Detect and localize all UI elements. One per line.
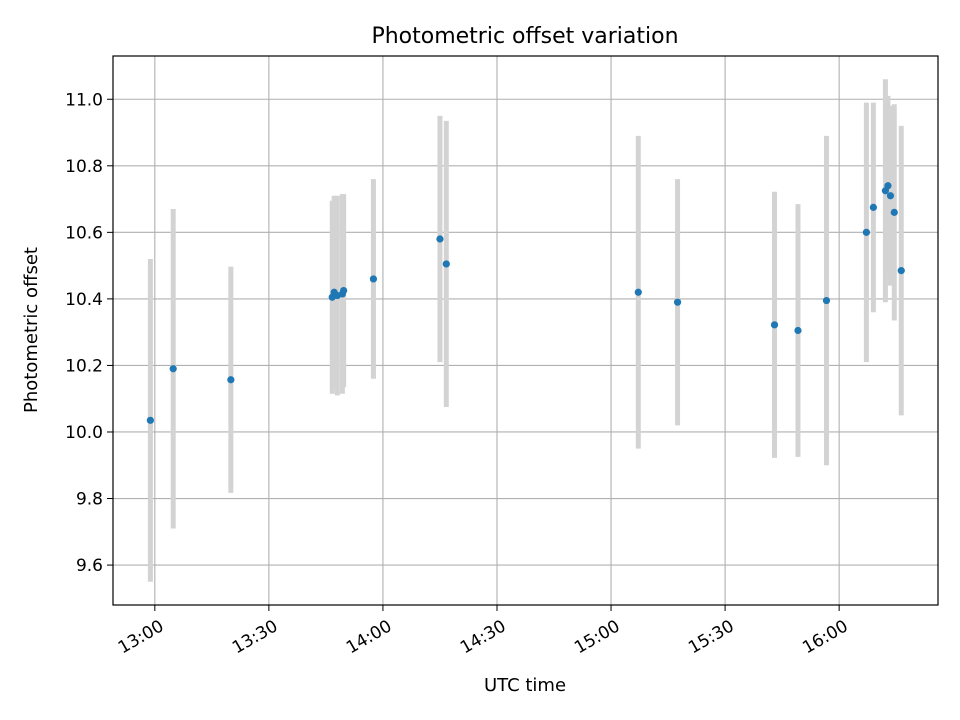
grid — [113, 56, 938, 605]
data-point — [146, 416, 154, 424]
y-tick-label: 10.8 — [65, 157, 103, 177]
data-point — [862, 228, 870, 236]
data-point — [169, 365, 177, 373]
data-point — [634, 288, 642, 296]
y-tick-label: 9.6 — [76, 556, 103, 576]
data-point — [794, 326, 802, 335]
chart-title: Photometric offset variation — [371, 24, 678, 49]
data-point — [673, 298, 682, 306]
plot-frame — [112, 55, 939, 606]
y-axis-ticks: 9.6 9.8 10.0 10.2 10.4 10.6 10.8 11.0 — [65, 90, 113, 576]
data-point — [822, 296, 831, 305]
y-tick-label: 9.8 — [76, 490, 103, 510]
y-tick-label: 10.4 — [65, 290, 103, 310]
data-point — [369, 275, 378, 283]
data-point — [436, 235, 444, 243]
data-point — [442, 260, 450, 268]
data-point — [884, 182, 892, 190]
y-axis-label: Photometric offset — [21, 247, 42, 413]
data-point — [890, 208, 898, 216]
data-point — [886, 192, 895, 200]
data-point — [227, 376, 235, 384]
y-tick-label: 11.0 — [65, 90, 103, 110]
data-points — [146, 182, 905, 424]
data-point — [340, 286, 348, 295]
x-axis-label: UTC time — [484, 675, 566, 696]
data-point — [869, 203, 877, 211]
data-point — [770, 321, 779, 329]
y-tick-label: 10.2 — [65, 356, 103, 376]
data-point — [897, 267, 905, 275]
y-tick-label: 10.6 — [65, 223, 103, 243]
y-tick-label: 10.0 — [65, 423, 103, 443]
